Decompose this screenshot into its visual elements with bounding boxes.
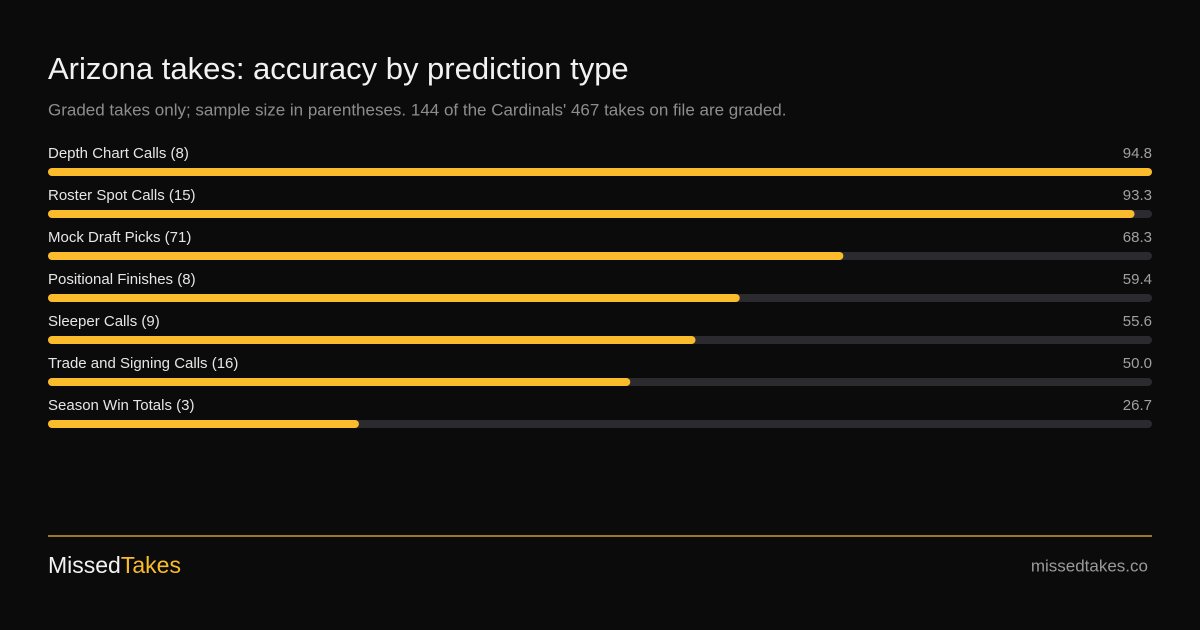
- bar: [48, 252, 844, 260]
- category-label: Mock Draft Picks (71): [48, 229, 191, 246]
- bar: [48, 168, 1152, 176]
- value-label: 94.8: [1123, 145, 1152, 162]
- footer-url: missedtakes.co: [1031, 556, 1148, 575]
- chart-subtitle: Graded takes only; sample size in parent…: [48, 100, 786, 119]
- value-label: 26.7: [1123, 397, 1152, 414]
- value-label: 55.6: [1123, 313, 1152, 330]
- value-label: 93.3: [1123, 187, 1152, 204]
- bar: [48, 378, 631, 386]
- bar: [48, 420, 359, 428]
- bar: [48, 210, 1135, 218]
- chart-title: Arizona takes: accuracy by prediction ty…: [48, 51, 629, 86]
- bar: [48, 336, 696, 344]
- brand-second: Takes: [121, 552, 181, 578]
- value-label: 59.4: [1123, 271, 1152, 288]
- bar: [48, 294, 740, 302]
- brand: MissedTakes: [48, 552, 181, 578]
- value-label: 50.0: [1123, 355, 1152, 372]
- category-label: Season Win Totals (3): [48, 397, 194, 414]
- brand-first: Missed: [48, 552, 121, 578]
- category-label: Roster Spot Calls (15): [48, 187, 196, 204]
- value-label: 68.3: [1123, 229, 1152, 246]
- category-label: Depth Chart Calls (8): [48, 145, 189, 162]
- category-label: Trade and Signing Calls (16): [48, 355, 238, 372]
- category-label: Sleeper Calls (9): [48, 313, 160, 330]
- category-label: Positional Finishes (8): [48, 271, 196, 288]
